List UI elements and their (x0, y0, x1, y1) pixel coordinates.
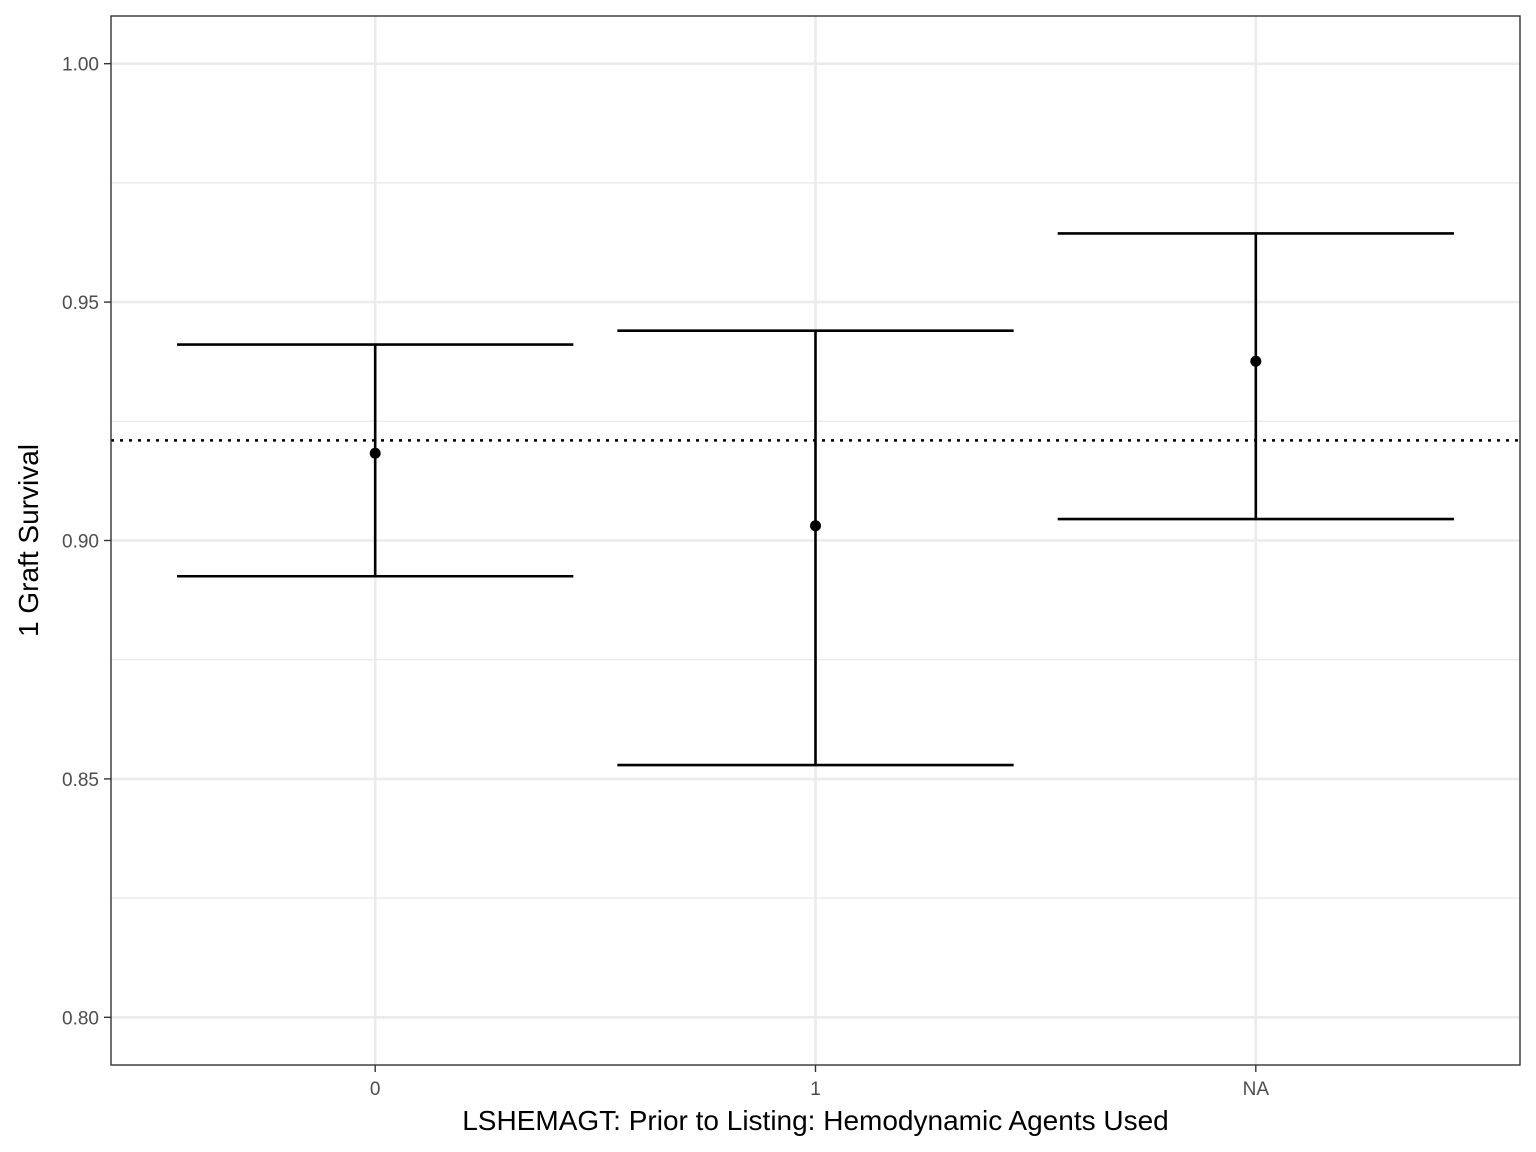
x-tick-label: 1 (810, 1079, 821, 1100)
y-axis: 0.80 0.85 0.90 0.95 1.00 (62, 55, 111, 1029)
x-tick-label: NA (1243, 1079, 1270, 1100)
error-bars (177, 232, 1454, 767)
point-estimate (369, 447, 381, 459)
y-tick-label: 0.95 (62, 293, 99, 314)
x-tick-label: 0 (370, 1079, 381, 1100)
point-estimate (810, 520, 821, 532)
y-tick-label: 0.80 (62, 1008, 99, 1029)
y-tick-label: 1.00 (62, 55, 99, 76)
x-axis-title: LSHEMAGT: Prior to Listing: Hemodynamic … (462, 1105, 1169, 1136)
y-tick-label: 0.85 (62, 770, 99, 791)
x-axis: 0 1 NA (370, 1065, 1269, 1100)
y-axis-title: 1 Graft Survival (13, 444, 44, 637)
y-tick-label: 0.90 (62, 532, 99, 553)
point-estimate (1250, 355, 1262, 367)
